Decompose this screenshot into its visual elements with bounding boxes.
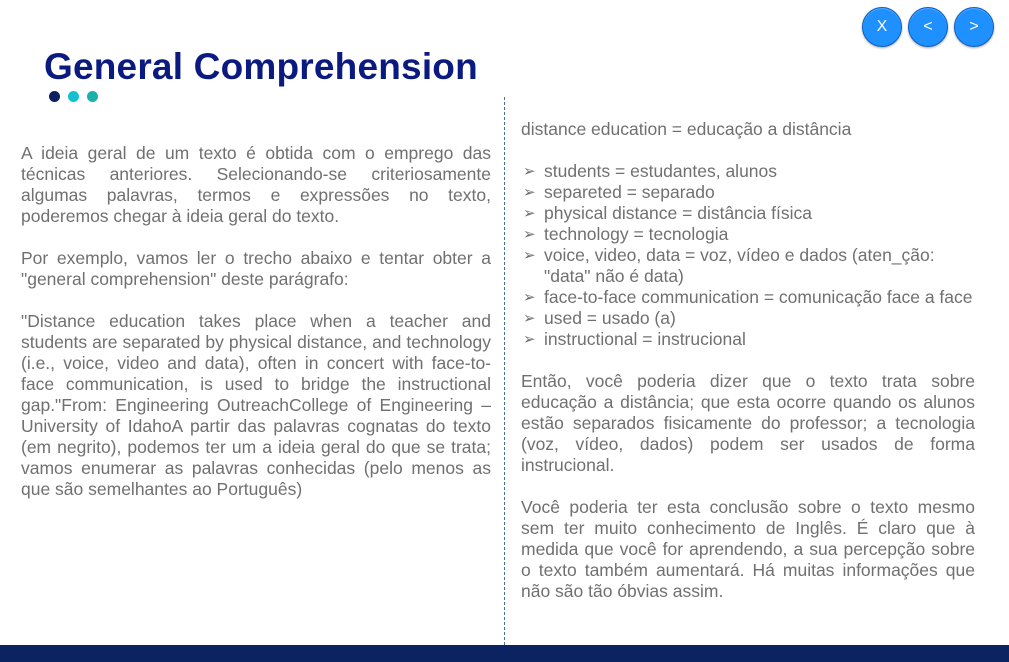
list-item: ➢ voice, video, data = voz, vídeo e dados… — [523, 245, 935, 286]
quote-paragraph: "Distance education takes place when a t… — [21, 311, 491, 499]
list-item: ➢ instructional = instrucional — [523, 329, 746, 349]
vocab-list: ➢ students = estudantes, alunos ➢ separete… — [521, 161, 975, 350]
arrowhead-bullet-icon: ➢ — [523, 331, 536, 348]
column-divider — [504, 97, 505, 645]
close-button[interactable]: X — [862, 7, 902, 47]
intro-paragraph: A ideia geral de um texto é obtida com o… — [21, 143, 491, 226]
decoration-dot — [49, 91, 60, 102]
list-item: ➢ used = usado (a) — [523, 308, 676, 328]
prev-button[interactable]: < — [908, 7, 948, 47]
example-paragraph: Por exemplo, vamos ler o trecho abaixo e… — [21, 248, 491, 289]
arrowhead-bullet-icon: ➢ — [523, 310, 536, 327]
list-item: ➢ students = estudantes, alunos — [523, 161, 778, 181]
arrowhead-bullet-icon: ➢ — [523, 163, 536, 180]
next-button[interactable]: > — [954, 7, 994, 47]
page-title: General Comprehension — [44, 46, 478, 87]
arrowhead-bullet-icon: ➢ — [523, 205, 536, 222]
list-item: ➢ physical distance = distância física — [523, 203, 812, 223]
title-decoration-dots — [49, 91, 98, 102]
left-column: A ideia geral de um texto é obtida com o… — [21, 143, 491, 500]
arrowhead-bullet-icon: ➢ — [523, 289, 536, 306]
arrowhead-bullet-icon: ➢ — [523, 247, 536, 264]
list-item: ➢ face-to-face communication = comunicaçã… — [523, 287, 973, 307]
nav-buttons: X < > — [862, 7, 994, 47]
closing-paragraph: Você poderia ter esta conclusão sobre o … — [521, 497, 975, 601]
list-item: ➢ technology = tecnologia — [523, 224, 729, 244]
conclusion-paragraph: Então, você poderia dizer que o texto tr… — [521, 371, 975, 475]
arrowhead-bullet-icon: ➢ — [523, 226, 536, 243]
vocab-intro: distance education = educação a distânci… — [521, 119, 852, 139]
arrowhead-bullet-icon: ➢ — [523, 184, 536, 201]
footer-bar — [0, 645, 1009, 662]
list-item: ➢ separeted = separado — [523, 182, 715, 202]
decoration-dot — [87, 91, 98, 102]
right-column: distance education = educação a distânci… — [521, 119, 975, 602]
decoration-dot — [68, 91, 79, 102]
